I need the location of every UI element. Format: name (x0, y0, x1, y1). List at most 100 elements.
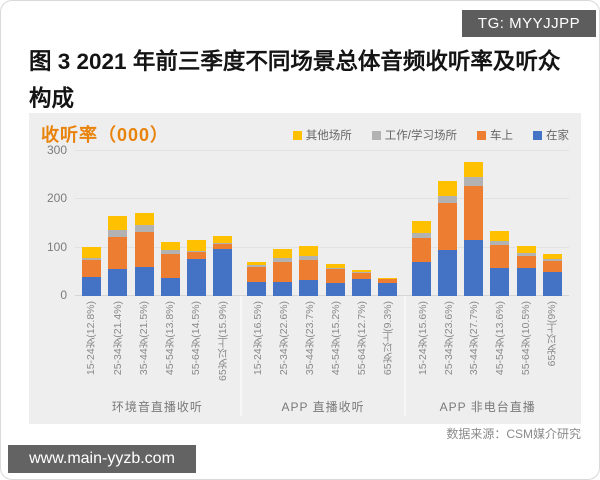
group-bars (75, 151, 240, 296)
bar-segment (325, 264, 345, 268)
bar-segment (108, 268, 128, 296)
bar-segment (108, 236, 128, 269)
category-label-text: 15-24岁(16.5%) (251, 301, 264, 376)
bar-segment (490, 244, 510, 268)
bar-segment (411, 238, 431, 263)
bar-segment (82, 257, 102, 260)
category-labels: 15-24岁(15.6%) 25-34岁(23.6%) 35-44岁(27.7%) 4… (406, 296, 569, 396)
stacked-bar (160, 241, 180, 296)
bar-segment (464, 162, 484, 178)
bar-segment (187, 258, 207, 296)
group-label: 环境音直播收听 (111, 399, 203, 414)
bar-segment (82, 276, 102, 296)
bar-segment (134, 232, 154, 267)
group-axis-area: 15-24岁(12.8%) 25-34岁(21.4%) 35-44岁(21.5%) 4… (75, 296, 240, 416)
bar-segment (82, 259, 102, 277)
gridline (75, 150, 569, 151)
category-label: 55-64岁(14.5%) (187, 301, 206, 396)
category-label: 25-34岁(22.6%) (275, 301, 294, 396)
bar-segment (273, 281, 293, 296)
stacked-bar (108, 215, 128, 296)
bar-segment (378, 279, 398, 283)
stacked-bar (213, 235, 233, 296)
bar-segment (187, 240, 207, 251)
legend-swatch (533, 130, 542, 140)
bar-segment (108, 215, 128, 231)
stacked-bar (134, 212, 154, 296)
bar-segment (351, 278, 371, 296)
category-label: 25-34岁(21.4%) (108, 301, 127, 396)
stacked-bar (273, 249, 293, 296)
bar-segment (464, 177, 484, 187)
bar-segment (134, 267, 154, 296)
stacked-bar (490, 231, 510, 296)
legend: 其他场所 工作/学习场所 车上 在家 (292, 127, 569, 143)
category-label-text: 55-64岁(14.5%) (190, 301, 203, 376)
category-label: 15-24岁(12.8%) (82, 301, 101, 396)
legend-label: 车上 (490, 130, 513, 142)
group-bars (240, 151, 405, 296)
bar-segment (516, 245, 536, 253)
category-label: 25-34岁(23.6%) (439, 301, 458, 396)
legend-item: 车上 (477, 127, 513, 143)
bar-segment (246, 266, 266, 283)
bar-segment (464, 240, 484, 296)
category-label: 65岁以上(9%) (543, 301, 562, 396)
bar-segment (134, 212, 154, 226)
bar-segment (542, 261, 562, 273)
bar-segment (490, 231, 510, 241)
category-label-text: 25-34岁(22.6%) (277, 301, 290, 376)
bar-segment (213, 243, 233, 250)
group-bars (404, 151, 569, 296)
category-label: 35-44岁(23.7%) (301, 301, 320, 396)
bar-segment (187, 252, 207, 259)
category-label: 35-44岁(21.5%) (135, 301, 154, 396)
legend-label: 在家 (546, 130, 569, 142)
y-axis-tick-label: 300 (46, 143, 67, 157)
bar-segment (299, 246, 319, 256)
category-label-text: 35-44岁(21.5%) (137, 301, 150, 376)
site-watermark-badge: www.main-yyzb.com (8, 445, 196, 473)
legend-swatch (477, 130, 486, 140)
category-label-text: 65岁以上(9%) (546, 301, 559, 367)
category-label-text: 35-44岁(27.7%) (468, 301, 481, 376)
category-label-text: 45-54岁(13.6%) (494, 301, 507, 376)
chart-card: 收听率（000） 其他场所 工作/学习场所 车上 在家 0 100 200 300 15-2… (29, 113, 581, 424)
gridline (75, 295, 569, 296)
bar-group: 15-24岁(16.5%) 25-34岁(22.6%) 35-44岁(23.7%) 4… (239, 151, 405, 416)
bar-segment (437, 181, 457, 196)
page-title: 图 3 2021 年前三季度不同场景总体音频收听率及听众构成 (29, 49, 561, 111)
bar-segment (246, 262, 266, 265)
bar-segment (516, 253, 536, 256)
stacked-bar (246, 262, 266, 296)
bar-segment (299, 255, 319, 260)
category-label-text: 15-24岁(12.8%) (85, 301, 98, 376)
bar-segment (160, 278, 180, 296)
stacked-bar (325, 264, 345, 296)
category-label: 35-44岁(27.7%) (465, 301, 484, 396)
legend-item: 其他场所 (292, 127, 352, 143)
bar-segment (134, 225, 154, 233)
bar-segment (246, 282, 266, 296)
gridline (75, 246, 569, 248)
bar-segment (516, 255, 536, 268)
y-axis-tick-label: 100 (46, 239, 67, 254)
bar-segment (160, 250, 180, 254)
bar-segment (490, 240, 510, 245)
group-axis-area: 15-24岁(16.5%) 25-34岁(22.6%) 35-44岁(23.7%) 4… (239, 296, 405, 416)
bar-segment (490, 267, 510, 296)
category-label: 15-24岁(15.6%) (413, 301, 432, 396)
tg-watermark-badge: TG: MYYJJPP (462, 10, 596, 37)
legend-swatch (292, 130, 302, 140)
category-label-text: 25-34岁(21.4%) (111, 301, 124, 376)
stacked-bar (351, 269, 371, 296)
bar-segment (213, 249, 233, 296)
bar-segment (273, 262, 293, 282)
category-label-text: 25-34岁(23.6%) (442, 301, 455, 376)
group-axis-area: 15-24岁(15.6%) 25-34岁(23.6%) 35-44岁(27.7%) 4… (404, 296, 569, 416)
bar-segment (351, 269, 371, 272)
bar-segment (213, 242, 233, 244)
stacked-bar (542, 253, 562, 296)
plot-area: 0 100 200 300 15-24岁(12.8%) 25-34岁(21.4%) 35-… (47, 143, 569, 416)
